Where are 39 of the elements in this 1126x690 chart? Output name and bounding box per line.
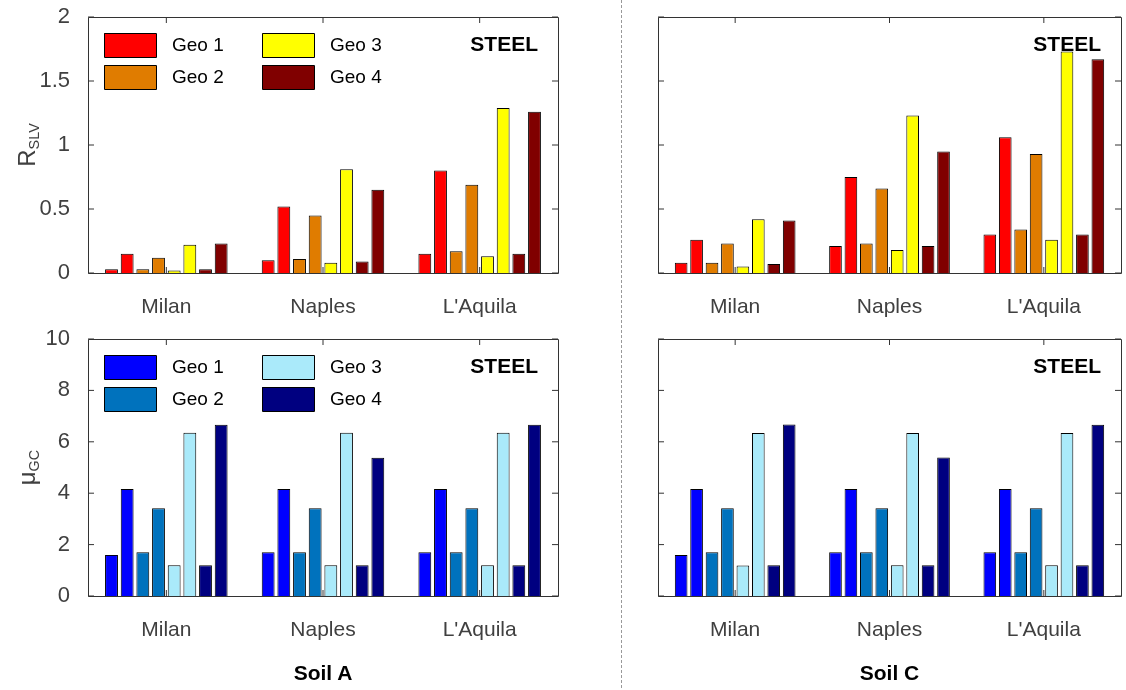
- x-tick-label: L'Aquila: [1006, 294, 1082, 318]
- y-tick-label: 0: [57, 259, 70, 285]
- annotation: STEEL: [470, 353, 539, 377]
- annotation: STEEL: [1033, 353, 1102, 377]
- y-tick-label: 1.5: [39, 67, 70, 93]
- y-tick-label: 8: [57, 376, 70, 402]
- x-tick-label: Milan: [710, 617, 761, 641]
- x-axis-title: Soil A: [293, 660, 353, 684]
- x-tick-label: L'Aquila: [1006, 617, 1082, 641]
- x-tick-label: Naples: [856, 294, 923, 318]
- legend-label: Geo 2: [172, 66, 224, 88]
- legend-label: Geo 4: [330, 388, 383, 410]
- legend-label: Geo 1: [172, 356, 224, 378]
- legend-label: Geo 4: [330, 66, 383, 88]
- legend-label: Geo 2: [172, 388, 224, 410]
- y-tick-label: 1: [57, 131, 70, 157]
- legend-label: Geo 3: [330, 34, 382, 56]
- x-tick-label: L'Aquila: [442, 617, 518, 641]
- x-tick-label: Naples: [856, 617, 923, 641]
- x-axis-title: Soil C: [859, 660, 920, 684]
- x-tick-label: L'Aquila: [442, 294, 518, 318]
- annotation: STEEL: [470, 31, 539, 55]
- x-tick-label: Milan: [141, 294, 192, 318]
- x-tick-label: Milan: [710, 294, 761, 318]
- y-tick-label: 4: [57, 479, 70, 505]
- legend-label: Geo 1: [172, 34, 224, 56]
- y-tick-label: 10: [45, 325, 70, 351]
- y-axis-title: μGC: [12, 449, 43, 486]
- y-tick-label: 6: [57, 427, 70, 453]
- y-tick-label: 2: [57, 530, 70, 556]
- y-tick-label: 2: [57, 3, 70, 29]
- y-tick-label: 0.5: [39, 195, 70, 221]
- x-tick-label: Naples: [290, 617, 356, 641]
- annotation: STEEL: [1033, 31, 1102, 55]
- x-tick-label: Naples: [290, 294, 356, 318]
- y-tick-label: 0: [57, 582, 70, 608]
- x-tick-label: Milan: [141, 617, 192, 641]
- legend-label: Geo 3: [330, 356, 382, 378]
- y-axis-title: RSLV: [12, 122, 43, 167]
